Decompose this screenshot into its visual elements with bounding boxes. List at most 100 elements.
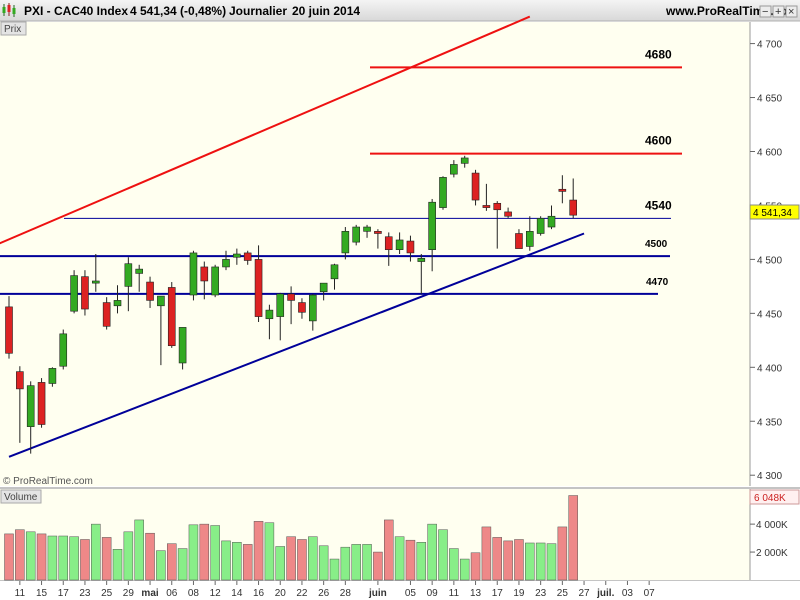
candle[interactable] — [439, 176, 447, 210]
candle[interactable] — [287, 286, 295, 325]
volume-bar[interactable] — [58, 535, 68, 581]
volume-bar[interactable] — [188, 524, 199, 581]
volume-bar[interactable] — [416, 542, 427, 581]
candle[interactable] — [298, 298, 306, 319]
volume-bar[interactable] — [242, 544, 253, 581]
price-plot-area[interactable] — [0, 22, 750, 486]
minimize-button[interactable] — [759, 5, 772, 18]
candle[interactable] — [395, 232, 404, 254]
volume-bar[interactable] — [384, 519, 394, 581]
candle[interactable] — [157, 295, 165, 366]
candle[interactable] — [135, 264, 143, 292]
volume-bar[interactable] — [25, 531, 36, 581]
candle[interactable] — [460, 155, 469, 168]
volume-bar[interactable] — [232, 542, 242, 581]
candle[interactable] — [569, 178, 578, 219]
volume-bar[interactable] — [123, 531, 134, 581]
volume-bar[interactable] — [264, 522, 275, 581]
candle[interactable] — [276, 292, 285, 341]
candle[interactable] — [233, 248, 241, 265]
volume-bar[interactable] — [449, 548, 459, 581]
volume-bar[interactable] — [514, 539, 524, 581]
volume-bar[interactable] — [535, 542, 546, 581]
volume-bar[interactable] — [80, 539, 90, 581]
volume-bar[interactable] — [134, 519, 144, 581]
volume-bar[interactable] — [69, 536, 79, 581]
candle[interactable] — [59, 329, 68, 370]
candle[interactable] — [254, 245, 263, 322]
volume-bar[interactable] — [145, 532, 155, 581]
volume-bar[interactable] — [481, 526, 492, 581]
volume-bar[interactable] — [470, 552, 481, 581]
volume-bar[interactable] — [4, 533, 14, 581]
volume-bar[interactable] — [210, 525, 220, 581]
candle[interactable] — [200, 261, 209, 300]
volume-bar[interactable] — [15, 529, 25, 581]
candle[interactable] — [70, 270, 78, 314]
candle[interactable] — [352, 224, 361, 246]
volume-bar[interactable] — [503, 540, 513, 581]
volume-bar[interactable] — [427, 523, 437, 581]
candle[interactable] — [222, 250, 230, 271]
volume-bar[interactable] — [275, 546, 285, 581]
panel-controls[interactable]: − + × — [759, 5, 798, 18]
candle[interactable] — [428, 198, 436, 272]
candle[interactable] — [167, 282, 176, 348]
candle[interactable] — [146, 276, 154, 308]
candle[interactable] — [48, 367, 57, 387]
volume-bar[interactable] — [546, 543, 557, 581]
candle[interactable] — [471, 169, 480, 206]
candle[interactable] — [26, 381, 35, 454]
maximize-button[interactable] — [772, 5, 785, 18]
volume-bar[interactable] — [492, 537, 502, 581]
volume-bar[interactable] — [340, 546, 351, 581]
volume-bar[interactable] — [297, 539, 307, 581]
volume-bar[interactable] — [221, 540, 231, 581]
candle[interactable] — [417, 254, 426, 294]
candle[interactable] — [450, 160, 458, 178]
volume-bar[interactable] — [156, 550, 166, 581]
volume-bar[interactable] — [112, 549, 123, 581]
volume-bar[interactable] — [199, 523, 210, 581]
candle[interactable] — [363, 224, 371, 238]
volume-bar[interactable] — [286, 536, 296, 581]
candle[interactable] — [102, 297, 111, 330]
volume-bar[interactable] — [438, 529, 448, 581]
candle[interactable] — [504, 207, 512, 219]
candle[interactable] — [243, 250, 252, 265]
volume-bar[interactable] — [329, 558, 340, 581]
candle[interactable] — [374, 229, 382, 249]
volume-bar[interactable] — [91, 523, 101, 581]
volume-bar[interactable] — [362, 544, 372, 581]
volume-bar[interactable] — [318, 545, 329, 581]
candle[interactable] — [341, 227, 350, 260]
candle[interactable] — [211, 264, 219, 298]
candle[interactable] — [515, 229, 523, 249]
candle[interactable] — [37, 378, 46, 428]
volume-bar[interactable] — [405, 539, 416, 581]
volume-bar[interactable] — [101, 537, 112, 581]
candle[interactable] — [384, 232, 393, 266]
volume-bar[interactable] — [36, 533, 47, 581]
candle[interactable] — [92, 254, 100, 292]
candle[interactable] — [536, 216, 545, 236]
candle[interactable] — [81, 270, 89, 316]
volume-bar[interactable] — [167, 543, 177, 581]
candle[interactable] — [124, 257, 133, 312]
candle[interactable] — [189, 250, 198, 301]
candle[interactable] — [525, 216, 534, 251]
candle[interactable] — [482, 183, 491, 211]
volume-bar[interactable] — [253, 521, 264, 581]
candle[interactable] — [547, 205, 556, 230]
volume-bar[interactable] — [351, 544, 361, 581]
volume-bar[interactable] — [525, 542, 535, 581]
candle[interactable] — [493, 201, 502, 249]
candle[interactable] — [330, 263, 339, 290]
volume-bar[interactable] — [557, 526, 568, 581]
candle[interactable] — [178, 327, 187, 370]
candle[interactable] — [406, 235, 415, 262]
volume-bar[interactable] — [308, 536, 318, 581]
candle[interactable] — [308, 293, 317, 331]
volume-bar[interactable] — [177, 548, 188, 581]
candle[interactable] — [319, 282, 328, 301]
